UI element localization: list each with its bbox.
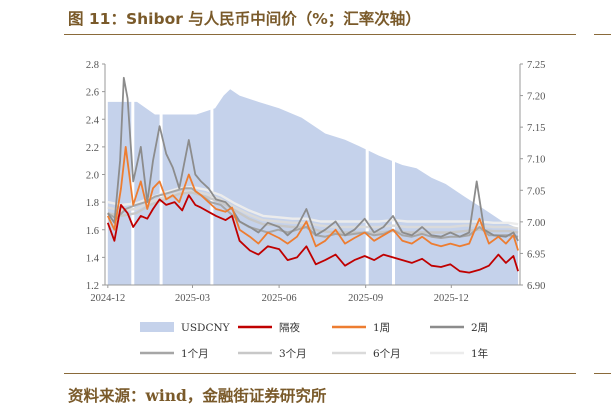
usdcny-area-layer: [107, 89, 519, 285]
x-tick-label: 2025-03: [175, 293, 210, 304]
neighbor-rule-bottom: [594, 373, 611, 374]
y-tick-label: 1.6: [86, 226, 99, 237]
legend-label: 1个月: [181, 348, 209, 360]
usdcny-gap: [159, 62, 163, 285]
y2-tick-label: 7.10: [527, 155, 545, 166]
title-rule: [64, 34, 576, 35]
series-line-1周: [106, 145, 519, 251]
usdcny-gap: [392, 62, 395, 285]
legend-item: 1周: [332, 322, 390, 334]
y-tick-label: 1.4: [86, 253, 100, 264]
neighbor-rule-top: [594, 34, 611, 35]
x-tick-label: 2025-09: [348, 293, 383, 304]
y2-tick-label: 6.90: [527, 281, 545, 292]
legend-item: 隔夜: [238, 321, 300, 334]
legend-item: 1个月: [140, 348, 209, 360]
figure-title: 图 11：Shibor 与人民币中间价（%；汇率次轴）: [68, 10, 421, 28]
legend-item: 3个月: [238, 348, 307, 360]
y-tick-label: 1.8: [86, 198, 99, 209]
usdcny-gap: [210, 62, 214, 285]
y-tick-label: 2.4: [86, 115, 100, 126]
x-tick-label: 2025-12: [434, 293, 469, 304]
y-tick-label: 2.0: [86, 171, 99, 182]
series-line-6个月: [107, 189, 519, 230]
legend-item: USDCNY: [140, 322, 231, 334]
legend-label: USDCNY: [181, 322, 231, 334]
y2-tick-label: 7.15: [527, 123, 545, 134]
usdcny-gap: [365, 62, 369, 285]
y-tick-label: 1.2: [86, 281, 99, 292]
legend: USDCNY 隔夜 1周 2周 1个月 3个月 6个月 1年: [140, 321, 488, 360]
x-tick-label: 2025-06: [262, 293, 297, 304]
y-tick-label: 2.2: [86, 143, 99, 154]
y2-tick-label: 6.95: [527, 249, 545, 260]
legend-item: 2周: [430, 322, 488, 334]
legend-item: 1年: [430, 347, 488, 360]
legend-label: 1周: [373, 322, 390, 334]
source-rule: [64, 373, 576, 374]
series-line-隔夜: [106, 194, 519, 274]
series-line-2周: [107, 76, 519, 242]
rate-lines-layer: [106, 76, 519, 274]
y2-tick-label: 7.00: [527, 218, 545, 229]
y-tick-label: 2.6: [86, 88, 99, 99]
axes-layer: 1.2 1.4 1.6 1.8 2.0 2.2 2.4 2.6 2.8 6.90 6.95 7.00 7…: [86, 60, 546, 304]
y2-tick-label: 7.25: [527, 60, 545, 71]
legend-label: 6个月: [373, 348, 401, 360]
y2-tick-label: 7.05: [527, 186, 545, 197]
series-line-1个月: [107, 187, 519, 239]
source-note: 资料来源：wind，金融街证券研究所: [68, 386, 327, 405]
legend-label: 隔夜: [279, 321, 300, 334]
x-tick-label: 2024-12: [90, 293, 125, 304]
legend-label: 2周: [471, 322, 488, 334]
legend-label: 3个月: [279, 348, 307, 360]
y-tick-label: 2.8: [86, 60, 99, 71]
legend-item: 6个月: [332, 348, 401, 360]
y2-tick-label: 7.20: [527, 92, 545, 103]
legend-label: 1年: [471, 347, 488, 360]
legend-swatch: [140, 322, 174, 332]
usdcny-area: [107, 89, 519, 285]
series-line-1年: [107, 185, 519, 226]
